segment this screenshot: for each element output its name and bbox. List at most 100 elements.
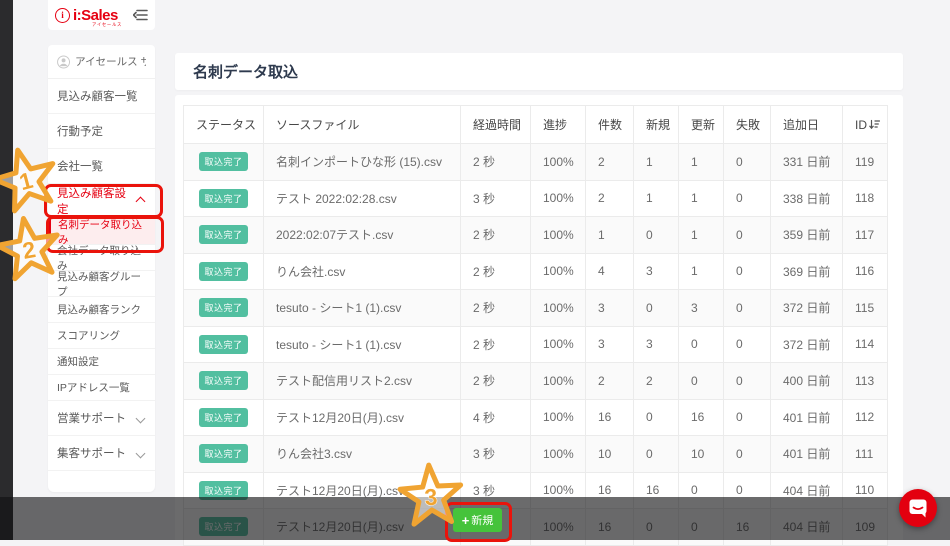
id-cell: 113	[842, 362, 888, 400]
column-header-9[interactable]: ID	[842, 105, 888, 144]
progress-cell: 100%	[530, 325, 586, 363]
new-cell: 0	[633, 435, 679, 473]
status-cell: 取込完了	[183, 325, 264, 363]
id-cell: 111	[842, 435, 888, 473]
id-cell: 119	[842, 143, 888, 181]
sidebar-item-company-list[interactable]: 会社一覧	[48, 149, 155, 184]
fail-cell: 0	[723, 143, 771, 181]
column-header-7: 失敗	[723, 105, 771, 144]
new-cell: 2	[633, 362, 679, 400]
progress-cell: 100%	[530, 362, 586, 400]
sidebar-item-notification-settings[interactable]: 通知設定	[48, 349, 155, 375]
status-badge: 取込完了	[199, 298, 248, 318]
column-header-1: ソースファイル	[263, 105, 461, 144]
chat-button[interactable]	[899, 489, 937, 527]
sidebar-item-label: 見込み顧客一覧	[57, 91, 138, 103]
count-cell: 10	[585, 435, 634, 473]
column-header-3: 進捗	[530, 105, 586, 144]
update-cell: 0	[678, 362, 724, 400]
elapsed-cell: 2 秒	[460, 289, 531, 327]
source-file-cell: りん会社3.csv	[263, 435, 461, 473]
elapsed-cell: 2 秒	[460, 252, 531, 290]
table-row[interactable]: 取込完了 りん会社.csv 2 秒 100% 4 3 1 0 369 日前 116	[183, 252, 888, 290]
sidebar-item-leads-list[interactable]: 見込み顧客一覧	[48, 79, 155, 114]
progress-cell: 100%	[530, 289, 586, 327]
elapsed-cell: 2 秒	[460, 325, 531, 363]
status-cell: 取込完了	[183, 143, 264, 181]
sidebar-item-label: IPアドレス一覧	[57, 382, 130, 394]
added-date-cell: 372 日前	[770, 325, 843, 363]
column-header-5: 新規	[633, 105, 679, 144]
sidebar-item-lead-group[interactable]: 見込み顧客グループ	[48, 270, 155, 298]
sidebar-item-marketing-support[interactable]: 集客サポート	[48, 436, 155, 471]
update-cell: 1	[678, 216, 724, 254]
progress-cell: 100%	[530, 143, 586, 181]
brand-logo-subtext: アイセールス	[92, 23, 123, 28]
table-row[interactable]: 取込完了 りん会社3.csv 3 秒 100% 10 0 10 0 401 日前 111	[183, 435, 888, 473]
window-edge-left	[0, 0, 13, 540]
user-name: アイセールス サ…	[75, 56, 146, 68]
sidebar-item-label: 集客サポート	[57, 448, 126, 460]
source-file-cell: 名刺インポートひな形 (15).csv	[263, 143, 461, 181]
svg-text:2: 2	[20, 236, 37, 264]
status-cell: 取込完了	[183, 435, 264, 473]
new-button-label: 新規	[471, 515, 494, 527]
id-cell: 114	[842, 325, 888, 363]
sidebar-item-label: 行動予定	[57, 126, 103, 138]
sidebar-item-action-schedule[interactable]: 行動予定	[48, 114, 155, 149]
status-cell: 取込完了	[183, 398, 264, 436]
count-cell: 4	[585, 252, 634, 290]
sidebar-item-lead-settings[interactable]: 見込み顧客設定	[48, 184, 155, 219]
table-row[interactable]: 取込完了 テスト12月20日(月).csv 4 秒 100% 16 0 16 0 401 日前 1…	[183, 398, 888, 436]
update-cell: 1	[678, 252, 724, 290]
sidebar-item-sales-support[interactable]: 営業サポート	[48, 401, 155, 436]
elapsed-cell: 3 秒	[460, 179, 531, 217]
added-date-cell: 359 日前	[770, 216, 843, 254]
table-row[interactable]: 取込完了 tesuto - シート1 (1).csv 2 秒 100% 3 0 3 0 372 …	[183, 289, 888, 327]
fail-cell: 0	[723, 179, 771, 217]
table-row[interactable]: 取込完了 テスト 2022:02:28.csv 3 秒 100% 2 1 1 0 338 日前 1…	[183, 179, 888, 217]
table-row[interactable]: 取込完了 2022:02:07テスト.csv 2 秒 100% 1 0 1 0 359 日前 11…	[183, 216, 888, 254]
sidebar-item-label: 見込み顧客グループ	[57, 270, 141, 298]
count-cell: 3	[585, 325, 634, 363]
sidebar-item-lead-rank[interactable]: 見込み顧客ランク	[48, 297, 155, 323]
count-cell: 1	[585, 216, 634, 254]
status-badge: 取込完了	[199, 334, 248, 354]
status-cell: 取込完了	[183, 289, 264, 327]
page-title-bar: 名刺データ取込	[175, 53, 903, 90]
table-row[interactable]: 取込完了 テスト配信用リスト2.csv 2 秒 100% 2 2 0 0 400 日前 113	[183, 362, 888, 400]
added-date-cell: 372 日前	[770, 289, 843, 327]
menu-fold-icon[interactable]	[133, 9, 148, 21]
source-file-cell: 2022:02:07テスト.csv	[263, 216, 461, 254]
sidebar-item-business-card-import[interactable]: 名刺データ取り込み	[48, 219, 155, 246]
fail-cell: 0	[723, 216, 771, 254]
column-header-0: ステータス	[183, 105, 264, 144]
new-button[interactable]: + 新規	[453, 508, 502, 532]
status-badge: 取込完了	[199, 225, 248, 245]
new-cell: 0	[633, 289, 679, 327]
table-row[interactable]: 取込完了 tesuto - シート1 (1).csv 2 秒 100% 3 3 0 0 372 …	[183, 325, 888, 363]
status-badge: 取込完了	[199, 261, 248, 281]
elapsed-cell: 2 秒	[460, 216, 531, 254]
sidebar-item-company-data-import[interactable]: 会社データ取り込み	[48, 245, 155, 272]
count-cell: 2	[585, 362, 634, 400]
source-file-cell: テスト配信用リスト2.csv	[263, 362, 461, 400]
count-cell: 2	[585, 179, 634, 217]
new-cell: 3	[633, 325, 679, 363]
table-row[interactable]: 取込完了 名刺インポートひな形 (15).csv 2 秒 100% 2 1 1 0 331 日前…	[183, 143, 888, 181]
sidebar-item-ip-address-list[interactable]: IPアドレス一覧	[48, 375, 155, 401]
id-cell: 116	[842, 252, 888, 290]
added-date-cell: 400 日前	[770, 362, 843, 400]
sidebar-item-scoring[interactable]: スコアリング	[48, 323, 155, 349]
update-cell: 10	[678, 435, 724, 473]
sidebar-item-label: 見込み顧客ランク	[57, 304, 141, 316]
elapsed-cell: 2 秒	[460, 362, 531, 400]
added-date-cell: 401 日前	[770, 398, 843, 436]
added-date-cell: 338 日前	[770, 179, 843, 217]
count-cell: 2	[585, 143, 634, 181]
logo-card: i i:Sales アイセールス	[48, 0, 155, 30]
user-profile[interactable]: アイセールス サ…	[48, 45, 155, 79]
source-file-cell: テスト12月20日(月).csv	[263, 398, 461, 436]
source-file-cell: tesuto - シート1 (1).csv	[263, 289, 461, 327]
new-cell: 0	[633, 216, 679, 254]
